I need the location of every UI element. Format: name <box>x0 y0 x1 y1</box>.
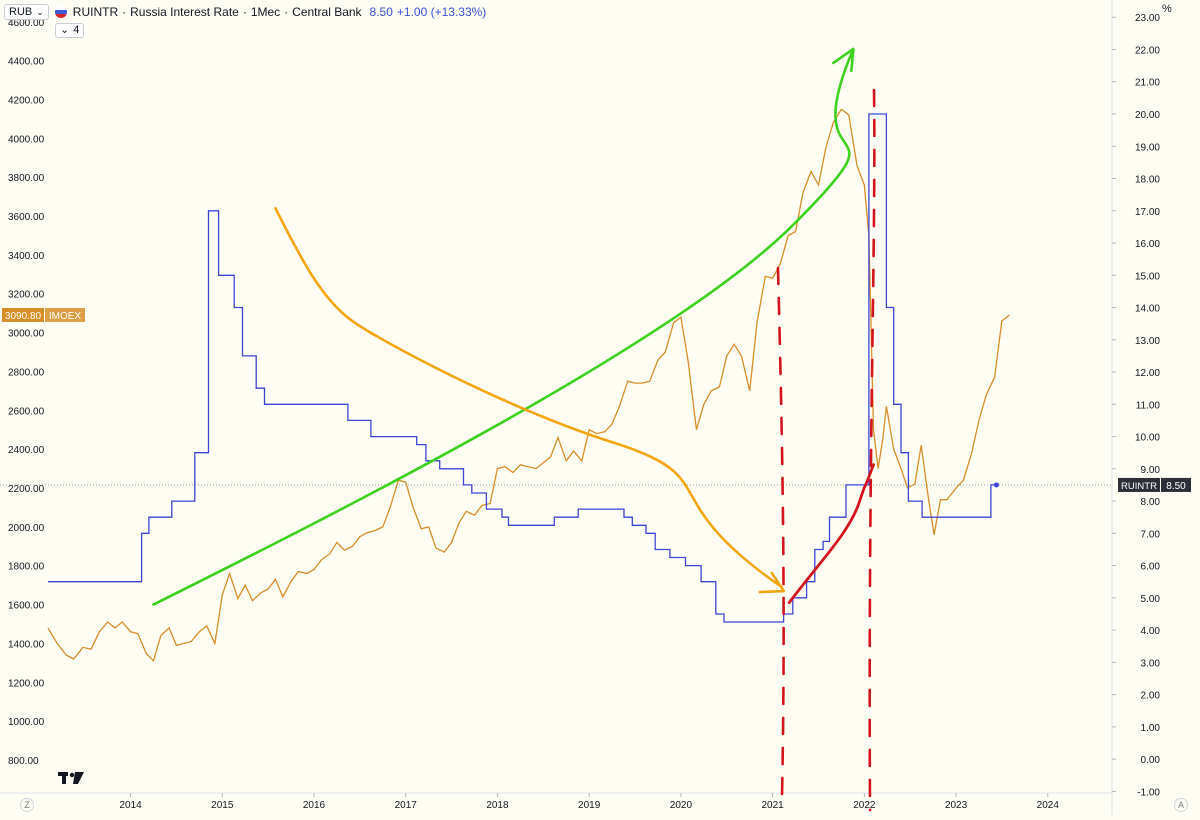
indicator-count: 4 <box>73 24 80 36</box>
imoex-price-label-bg <box>2 307 44 322</box>
imoex-name-label-bg <box>45 307 85 322</box>
right-tick-label: 0.00 <box>1141 755 1161 766</box>
right-tick-label: 11.00 <box>1136 400 1161 411</box>
right-tick-label: 10.00 <box>1135 433 1160 444</box>
x-tick-label: 2021 <box>761 800 784 811</box>
ruintr-name-label-bg <box>1118 477 1160 492</box>
currency-selector[interactable]: RUB ⌄ <box>4 4 49 20</box>
chart-header: RUB ⌄ RUINTR · Russia Interest Rate · 1M… <box>4 3 486 21</box>
right-tick-label: 15.00 <box>1135 271 1160 282</box>
series-title: Russia Interest Rate <box>130 5 239 19</box>
ruintr-price-label-bg <box>1161 477 1191 492</box>
auto-scale-icon[interactable]: A <box>1174 798 1188 812</box>
series-line-ruintr <box>48 113 997 623</box>
right-tick-label: 16.00 <box>1135 239 1160 250</box>
source-label: Central Bank <box>292 5 362 19</box>
x-axis: 2014 2015 2016 2017 2018 2019 2020 2021 2022 2023… <box>119 793 1059 811</box>
change-value: +1.00 (+13.33%) <box>396 5 487 19</box>
right-tick-label: 23.00 <box>1135 13 1160 24</box>
right-tick-label: 22.00 <box>1135 45 1160 56</box>
zoom-z-icon[interactable]: Z <box>20 798 34 812</box>
right-tick-label: 3.00 <box>1141 658 1161 669</box>
percent-unit-label: % <box>1162 3 1172 15</box>
left-tick-label: 1000.00 <box>8 717 45 728</box>
symbol-name[interactable]: RUINTR <box>72 5 119 19</box>
right-tick-label: 21.00 <box>1135 78 1160 89</box>
x-tick-label: 2023 <box>945 800 968 811</box>
left-tick-label: 1600.00 <box>8 601 45 612</box>
left-tick-label: 1400.00 <box>8 639 45 650</box>
x-tick-label: 2022 <box>853 800 876 811</box>
left-tick-label: 4200.00 <box>8 95 45 106</box>
orange-arrow-head <box>758 571 786 594</box>
left-tick-label: 800.00 <box>8 756 39 767</box>
left-tick-label: 3600.00 <box>8 212 45 223</box>
x-tick-label: 2014 <box>119 800 142 811</box>
left-tick-label: 1800.00 <box>8 562 45 573</box>
tradingview-logo-icon <box>58 770 84 791</box>
last-value: 8.50 <box>369 5 393 19</box>
x-tick-label: 2019 <box>578 800 601 811</box>
left-tick-label: 4600.00 <box>8 18 45 29</box>
imoex-price-label: 3090.80 <box>5 311 42 322</box>
right-tick-label: 8.00 <box>1141 497 1161 508</box>
left-tick-label: 4400.00 <box>8 57 45 68</box>
chevron-down-icon: ⌄ <box>60 24 70 36</box>
red-dashed-line-2022 <box>868 88 876 812</box>
indicators-toggle[interactable]: ⌄ 4 <box>55 23 85 38</box>
ruintr-price-label: 8.50 <box>1166 481 1186 492</box>
right-tick-label: 4.00 <box>1141 626 1161 637</box>
left-axis: 4600.00 4400.00 4200.00 4000.00 3800.00 3600.… <box>8 18 45 767</box>
russia-flag-icon <box>54 6 67 18</box>
series-end-dot <box>993 482 999 488</box>
left-tick-label: 1200.00 <box>8 678 45 689</box>
red-dashed-line-2021 <box>776 266 785 802</box>
left-tick-label: 2000.00 <box>8 523 45 534</box>
green-arrow-head <box>832 47 855 73</box>
right-tick-label: 9.00 <box>1141 465 1161 476</box>
x-tick-label: 2024 <box>1037 800 1060 811</box>
imoex-name-label: IMOEX <box>49 311 82 322</box>
left-tick-label: 3800.00 <box>8 173 45 184</box>
chevron-down-icon: ⌄ <box>36 6 44 17</box>
right-tick-label: 12.00 <box>1135 368 1160 379</box>
right-tick-label: 6.00 <box>1141 562 1161 573</box>
x-tick-label: 2018 <box>486 800 509 811</box>
right-tick-label: 2.00 <box>1141 691 1161 702</box>
x-tick-label: 2020 <box>670 800 693 811</box>
left-tick-label: 3000.00 <box>8 329 45 340</box>
right-tick-label: 13.00 <box>1135 336 1160 347</box>
ruintr-name-label: RUINTR <box>1121 481 1157 492</box>
interval-label[interactable]: 1Mec <box>250 5 281 19</box>
red-trend-curve <box>787 463 875 605</box>
series-meta: RUINTR · Russia Interest Rate · 1Mec · C… <box>72 5 487 19</box>
left-tick-label: 2800.00 <box>8 367 45 378</box>
right-tick-label: 18.00 <box>1135 175 1160 186</box>
right-tick-label: 14.00 <box>1135 304 1160 315</box>
right-tick-label: 17.00 <box>1135 207 1160 218</box>
left-tick-label: 2200.00 <box>8 484 45 495</box>
left-tick-label: 3200.00 <box>8 290 45 301</box>
right-tick-label: 5.00 <box>1141 594 1161 605</box>
right-tick-label: 19.00 <box>1135 142 1160 153</box>
x-tick-label: 2015 <box>211 800 234 811</box>
x-tick-label: 2016 <box>303 800 326 811</box>
left-tick-label: 2400.00 <box>8 445 45 456</box>
x-tick-label: 2017 <box>395 800 418 811</box>
series-line-imoex <box>47 108 1010 663</box>
right-tick-label: 7.00 <box>1141 529 1161 540</box>
right-axis: 23.00 22.00 21.00 20.00 19.00 18.00 17.00 16.00… <box>1112 13 1160 798</box>
right-axis-unit: % <box>1162 3 1188 15</box>
right-tick-label: -1.00 <box>1137 787 1160 798</box>
orange-trend-arrow <box>274 206 784 589</box>
green-trend-arrow <box>152 47 855 606</box>
left-tick-label: 4000.00 <box>8 134 45 145</box>
right-tick-label: 20.00 <box>1135 110 1160 121</box>
left-tick-label: 3400.00 <box>8 251 45 262</box>
currency-label: RUB <box>9 6 33 18</box>
left-tick-label: 2600.00 <box>8 406 45 417</box>
right-tick-label: 1.00 <box>1141 723 1161 734</box>
